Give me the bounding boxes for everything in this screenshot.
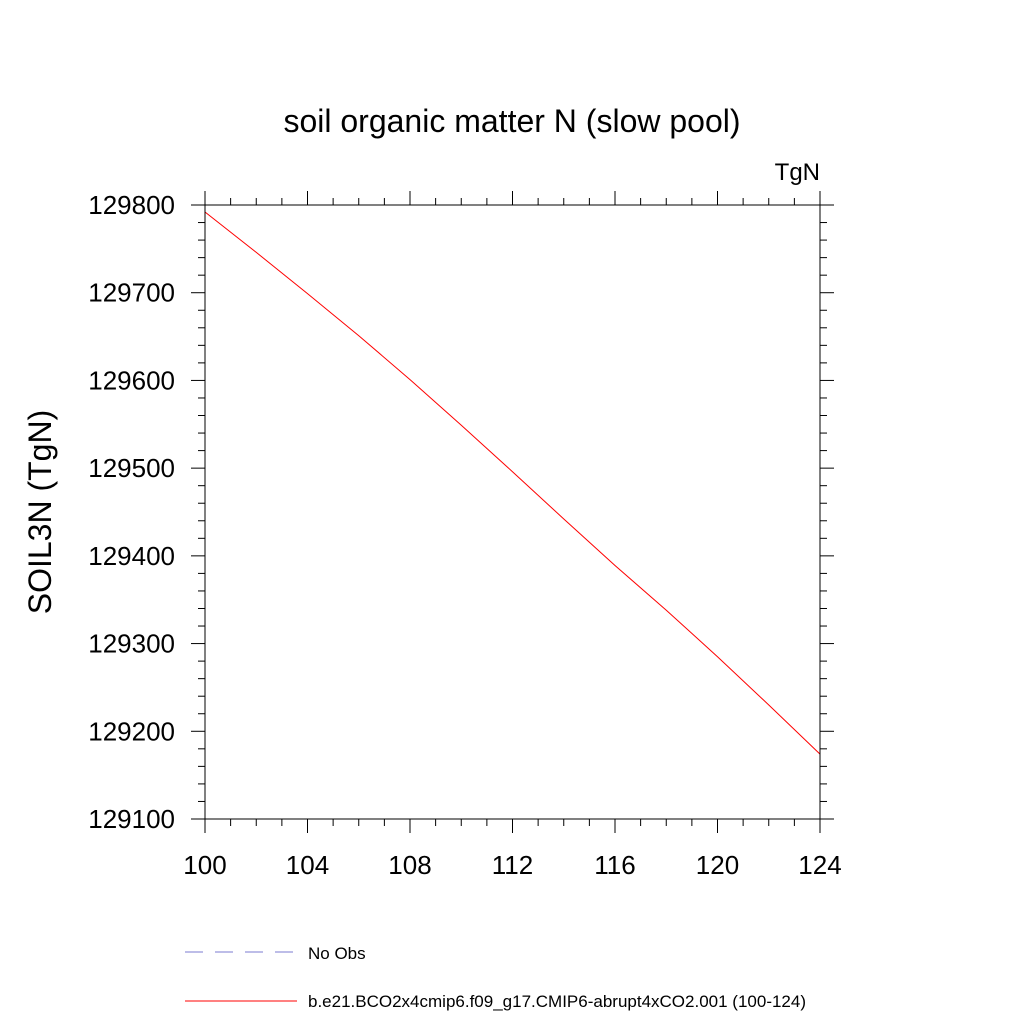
legend-label-no-obs: No Obs xyxy=(308,944,366,963)
y-tick-label: 129300 xyxy=(88,629,175,659)
y-tick-label: 129800 xyxy=(88,190,175,220)
x-tick-label: 116 xyxy=(594,850,635,880)
axis-tick-labels: 100 104 108 112 116 120 124 129100 129200 129300 1… xyxy=(88,190,841,880)
axis-ticks xyxy=(191,191,834,833)
plot-frame xyxy=(204,204,821,820)
units-label: TgN xyxy=(775,159,820,186)
y-tick-label: 129200 xyxy=(88,716,175,746)
x-tick-label: 112 xyxy=(492,850,533,880)
y-tick-label: 129700 xyxy=(88,278,175,308)
x-tick-label: 124 xyxy=(798,850,841,880)
legend: No Obs b.e21.BCO2x4cmip6.f09_g17.CMIP6-a… xyxy=(185,944,806,1011)
y-tick-label: 129400 xyxy=(88,541,175,571)
series-layer xyxy=(204,211,821,755)
x-tick-label: 100 xyxy=(183,850,226,880)
y-axis-label: SOIL3N (TgN) xyxy=(22,410,58,614)
x-tick-label: 120 xyxy=(696,850,739,880)
legend-label-model-run: b.e21.BCO2x4cmip6.f09_g17.CMIP6-abrupt4x… xyxy=(308,992,806,1011)
y-tick-label: 129600 xyxy=(88,365,175,395)
series-line-0 xyxy=(204,211,821,755)
x-tick-label: 104 xyxy=(286,850,329,880)
y-tick-label: 129100 xyxy=(88,804,175,834)
y-tick-label: 129500 xyxy=(88,453,175,483)
x-tick-label: 108 xyxy=(388,850,431,880)
chart-title: soil organic matter N (slow pool) xyxy=(283,103,740,139)
